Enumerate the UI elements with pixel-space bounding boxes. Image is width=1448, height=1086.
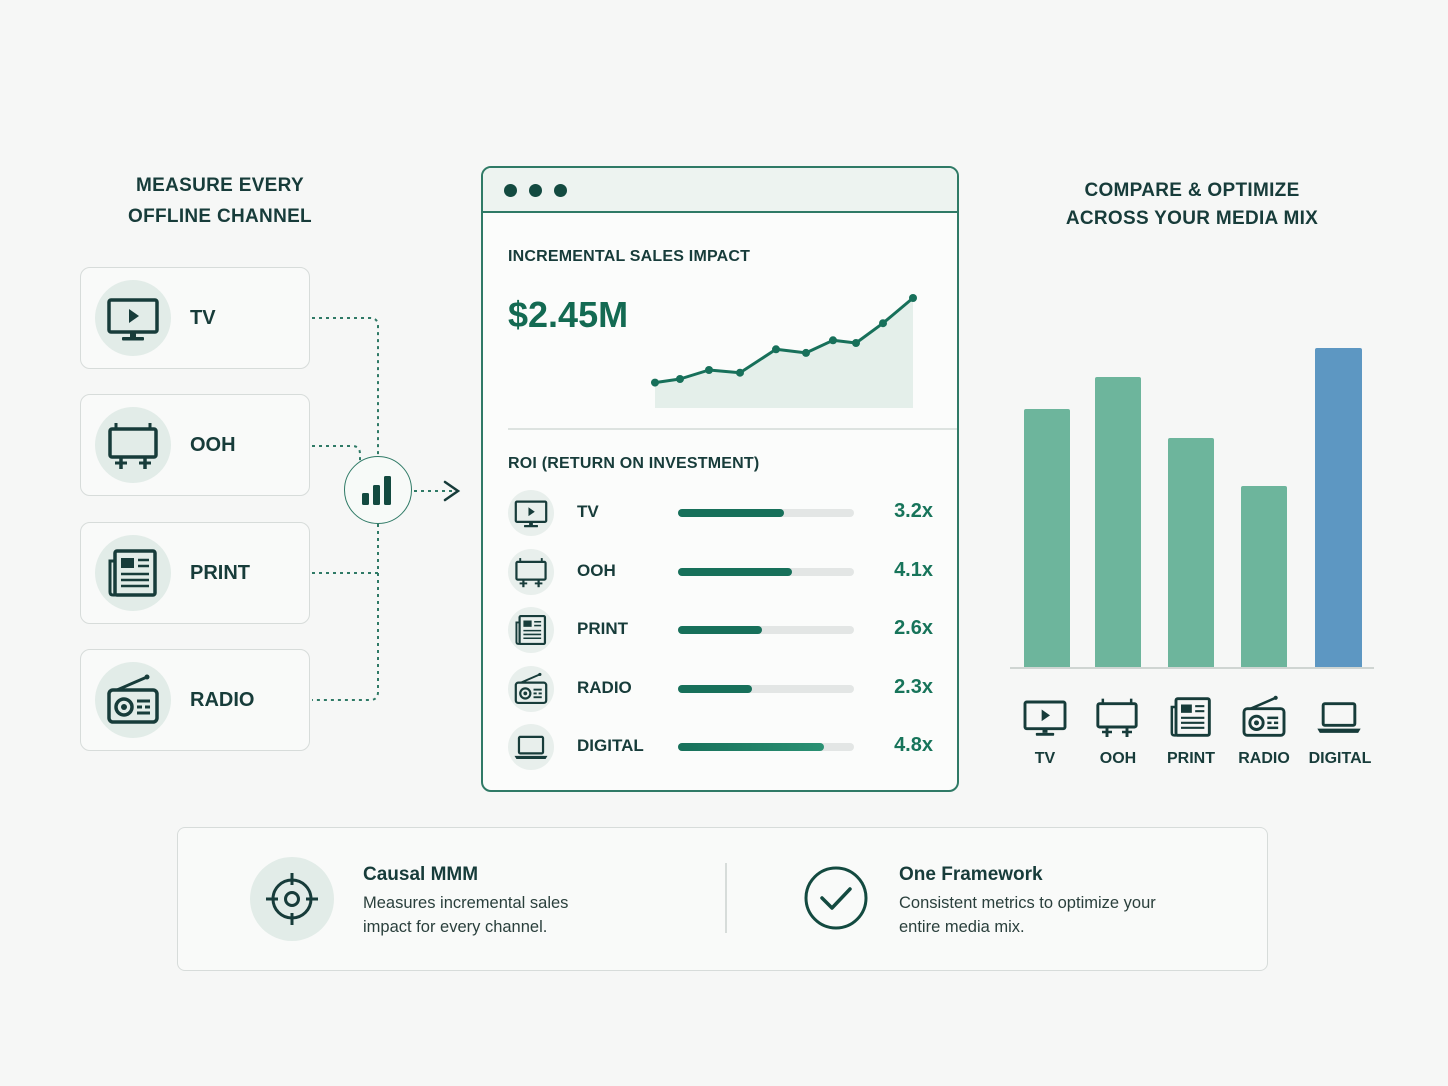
bar-digital bbox=[1315, 348, 1362, 668]
bar-radio bbox=[1241, 485, 1287, 668]
billboard-icon bbox=[1092, 692, 1142, 742]
sales-impact-title: INCREMENTAL SALES IMPACT bbox=[508, 248, 751, 265]
roi-bar-track bbox=[678, 626, 854, 634]
roi-bar-fill bbox=[678, 626, 763, 634]
tv-icon bbox=[1020, 692, 1070, 742]
connector-lines bbox=[312, 317, 461, 701]
roi-bar-fill bbox=[678, 743, 825, 751]
sales-impact-value: $2.45M bbox=[508, 294, 629, 335]
sparkline-point bbox=[852, 339, 860, 347]
roi-value: 2.3x bbox=[894, 676, 933, 698]
roi-label: PRINT bbox=[577, 619, 628, 638]
roi-bar-track bbox=[678, 568, 854, 576]
roi-bar-fill bbox=[678, 685, 752, 693]
channel-label: OOH bbox=[190, 434, 236, 456]
window-dot bbox=[554, 184, 567, 197]
roi-label: TV bbox=[577, 502, 599, 521]
bar-label: PRINT bbox=[1167, 750, 1215, 767]
laptop-icon bbox=[512, 728, 550, 766]
roi-label: DIGITAL bbox=[577, 736, 644, 755]
sales-sparkline bbox=[651, 294, 917, 408]
features-box: Causal MMM Measures incremental sales im… bbox=[177, 827, 1268, 971]
dashboard-window: INCREMENTAL SALES IMPACT $2.45M ROI (RET… bbox=[481, 166, 959, 792]
channel-card-print[interactable]: PRINT bbox=[80, 522, 310, 624]
right-heading-line2: ACROSS YOUR MEDIA MIX bbox=[1065, 208, 1319, 229]
newspaper-icon bbox=[1166, 692, 1216, 742]
roi-row-tv: TV 3.2x bbox=[483, 488, 957, 536]
channel-label: PRINT bbox=[190, 562, 250, 584]
roi-bar-track bbox=[678, 509, 854, 517]
feature-desc-causal-mmm: Measures incremental sales impact for ev… bbox=[363, 894, 569, 936]
bar-chart-icon bbox=[362, 476, 391, 505]
radio-icon bbox=[1239, 692, 1289, 742]
hub-circle bbox=[344, 456, 412, 524]
feature-divider bbox=[725, 863, 727, 933]
channel-card-radio[interactable]: RADIO bbox=[80, 649, 310, 751]
bar-label: DIGITAL bbox=[1308, 750, 1372, 767]
sparkline-point bbox=[651, 378, 659, 387]
bar-label: RADIO bbox=[1238, 750, 1290, 767]
roi-bar-track bbox=[678, 685, 854, 693]
roi-bar-fill bbox=[678, 509, 784, 517]
section-divider bbox=[508, 428, 957, 430]
sparkline-point bbox=[879, 319, 887, 328]
window-dot bbox=[504, 184, 517, 197]
billboard-icon bbox=[512, 553, 550, 591]
sparkline-point bbox=[705, 366, 713, 374]
roi-label: RADIO bbox=[577, 678, 632, 697]
bar-label: TV bbox=[1034, 750, 1056, 767]
sparkline-area bbox=[655, 298, 913, 408]
feature-title-causal-mmm: Causal MMM bbox=[363, 864, 479, 885]
channel-label: TV bbox=[190, 307, 216, 329]
roi-title: ROI (RETURN ON INVESTMENT) bbox=[508, 455, 760, 472]
roi-bar-track bbox=[678, 743, 854, 751]
sparkline-point bbox=[772, 345, 780, 354]
newspaper-icon bbox=[512, 611, 550, 649]
roi-bar-fill bbox=[678, 568, 793, 576]
checkmark-icon bbox=[804, 866, 868, 930]
window-dot bbox=[529, 184, 542, 197]
roi-value: 4.1x bbox=[894, 559, 933, 581]
left-heading: MEASURE EVERY OFFLINE CHANNEL bbox=[70, 170, 370, 232]
laptop-icon bbox=[1314, 692, 1364, 742]
roi-value: 2.6x bbox=[894, 617, 933, 639]
sparkline-point bbox=[829, 336, 837, 345]
bar-label: OOH bbox=[1099, 750, 1137, 767]
tv-icon bbox=[512, 494, 550, 532]
right-heading: COMPARE & OPTIMIZE ACROSS YOUR MEDIA MIX bbox=[1032, 177, 1352, 233]
sparkline-point bbox=[909, 294, 917, 302]
feature-desc-one-framework: Consistent metrics to optimize your enti… bbox=[899, 894, 1156, 936]
right-heading-line1: COMPARE & OPTIMIZE bbox=[1084, 180, 1300, 201]
sparkline-point bbox=[802, 348, 810, 357]
roi-row-radio: RADIO 2.3x bbox=[483, 664, 957, 712]
feature-title-one-framework: One Framework bbox=[899, 864, 1043, 885]
bar-print bbox=[1168, 437, 1214, 668]
channel-label: RADIO bbox=[190, 689, 255, 711]
roi-row-ooh: OOH 4.1x bbox=[483, 547, 957, 595]
channel-card-tv[interactable]: TV bbox=[80, 267, 310, 369]
window-titlebar bbox=[483, 168, 957, 213]
target-icon-wrap bbox=[250, 857, 334, 941]
target-icon bbox=[266, 873, 318, 925]
roi-value: 3.2x bbox=[894, 500, 933, 522]
roi-row-print: PRINT 2.6x bbox=[483, 605, 957, 653]
roi-row-digital: DIGITAL 4.8x bbox=[483, 722, 957, 770]
media-mix-bar-chart bbox=[1010, 340, 1375, 670]
left-heading-line1: MEASURE EVERY bbox=[136, 175, 304, 196]
chart-baseline bbox=[1010, 667, 1374, 669]
bar-ooh bbox=[1095, 376, 1141, 668]
sparkline-point bbox=[736, 368, 744, 377]
left-heading-line2: OFFLINE CHANNEL bbox=[128, 206, 312, 227]
roi-value: 4.8x bbox=[894, 734, 933, 756]
bar-tv bbox=[1024, 408, 1070, 668]
sparkline-point bbox=[676, 375, 684, 383]
radio-icon bbox=[512, 670, 550, 708]
roi-label: OOH bbox=[577, 561, 616, 580]
channel-card-ooh[interactable]: OOH bbox=[80, 394, 310, 496]
sparkline-line bbox=[654, 296, 914, 385]
